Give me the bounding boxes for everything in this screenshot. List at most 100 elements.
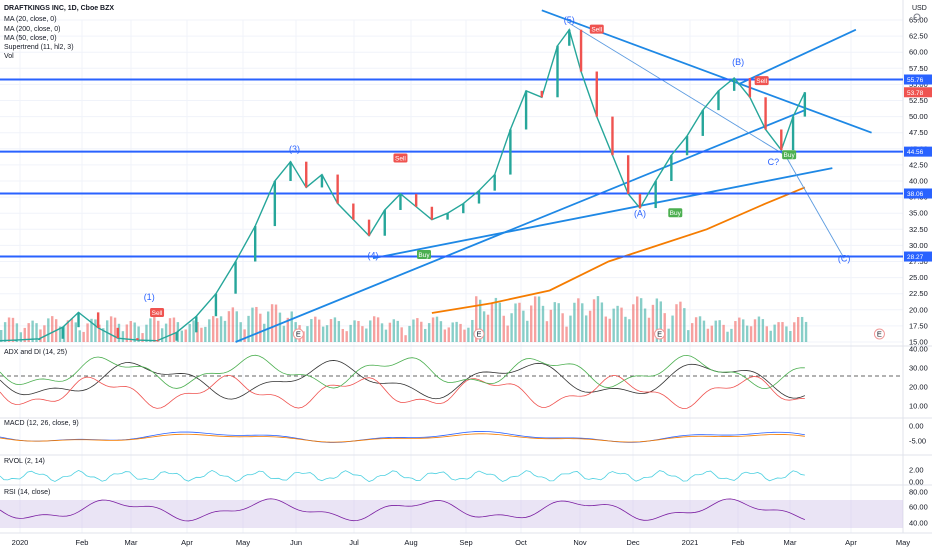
volume-bar	[215, 318, 219, 342]
volume-bar	[577, 298, 580, 342]
rvol-line	[0, 469, 805, 482]
volume-bar	[514, 303, 517, 342]
candle	[654, 181, 657, 209]
price-label-box	[904, 87, 932, 98]
volume-bar	[447, 327, 450, 342]
price-tick-label: 47.50	[909, 128, 928, 137]
volume-bar	[675, 304, 678, 342]
time-tick-label: Aug	[404, 538, 417, 547]
pane-tick-adx: 30.00	[909, 364, 928, 373]
volume-bar	[628, 319, 631, 342]
candle	[253, 226, 257, 262]
volume-bar	[490, 302, 494, 342]
volume-bar	[188, 323, 191, 342]
volume-bar	[522, 310, 525, 342]
candle	[462, 203, 465, 214]
time-tick-label: Sep	[459, 538, 472, 547]
pane-tick-rvol: 2.00	[909, 466, 924, 475]
volume-bar	[412, 319, 415, 342]
candle	[305, 161, 308, 188]
volume-bar	[58, 326, 62, 342]
candle	[524, 90, 528, 130]
trendline	[784, 155, 845, 259]
macd-line	[0, 431, 805, 443]
volume-bar	[164, 323, 168, 342]
volume-bar	[510, 313, 513, 342]
legend-supertrend[interactable]: Supertrend (11, hl2, 3)	[4, 44, 74, 51]
candle	[748, 77, 752, 98]
time-tick-label: Nov	[573, 538, 587, 547]
volume-bar	[427, 323, 431, 342]
time-axis[interactable]: 2020 Feb Mar Apr May Jun Jul Aug Sep Oct Nov Dec 202…	[12, 538, 911, 547]
volume-bar	[569, 315, 572, 342]
time-tick-label: 2021	[682, 538, 699, 547]
volume-bar	[376, 317, 380, 342]
volume-bar	[82, 331, 85, 342]
candle	[383, 209, 386, 236]
signal-line	[0, 433, 805, 443]
volume-bar	[459, 323, 462, 342]
wave-labels: (1) (3) (4) (5) (A) (B) C? (C)	[144, 15, 851, 302]
pane-tick-adx: 10.00	[909, 402, 928, 411]
volume-bar	[451, 322, 454, 342]
time-tick-label: Apr	[181, 538, 193, 547]
price-tick-label: 60.00	[909, 48, 928, 57]
volume-bar	[70, 318, 74, 342]
price-label-box	[904, 74, 932, 85]
legend-ma50[interactable]: MA (50, close, 0)	[4, 35, 57, 42]
volume-bar	[263, 323, 266, 342]
volume-bar	[102, 328, 105, 342]
time-tick-label: Dec	[626, 538, 640, 547]
volume-bar	[290, 311, 293, 342]
price-label-box	[904, 188, 932, 199]
volume-bar	[0, 330, 3, 342]
volume-bar	[74, 322, 77, 342]
volume-bar	[204, 326, 207, 342]
price-label-text: 38.06	[907, 191, 924, 198]
candle	[367, 219, 371, 236]
volume-bar	[698, 316, 702, 342]
volume-bar	[121, 331, 125, 342]
legend-vol[interactable]: Vol	[4, 53, 14, 60]
volume-bar	[212, 316, 215, 342]
volume-bar	[160, 328, 164, 342]
settings-gear-icon[interactable]	[913, 13, 921, 21]
candle	[195, 316, 198, 333]
candle	[803, 92, 807, 117]
volume-bar	[310, 319, 313, 342]
candle	[414, 193, 418, 207]
price-label-box	[904, 251, 932, 262]
volume-bar	[380, 323, 384, 342]
volume-bar	[384, 329, 388, 342]
volume-bar	[584, 315, 588, 342]
legend-ma20[interactable]: MA (20, close, 0)	[4, 16, 57, 23]
volume-bar	[718, 320, 721, 342]
legend-ma200[interactable]: MA (200, close, 0)	[4, 26, 60, 33]
pane-tick-rvol: 0.00	[909, 478, 924, 487]
volume-bar	[553, 302, 556, 342]
volume-bar	[431, 317, 435, 342]
candle	[701, 110, 704, 136]
candle	[14, 340, 17, 342]
volume-bar	[3, 322, 7, 342]
price-tick-label: 40.00	[909, 177, 928, 186]
volume-bar	[282, 325, 286, 342]
candle	[38, 338, 41, 341]
volume-bar	[357, 321, 360, 342]
candle	[399, 193, 402, 210]
volume-bar	[227, 311, 231, 342]
volume-bar	[325, 325, 329, 342]
volume-bar	[663, 313, 666, 342]
volume-bar	[565, 326, 568, 342]
signal-badge	[150, 308, 165, 318]
rsi-band	[0, 500, 903, 528]
volume-bar	[738, 317, 741, 342]
volume-bar	[588, 310, 592, 342]
volume-bar	[471, 319, 474, 342]
candle	[493, 174, 496, 191]
volume-bar	[604, 316, 608, 342]
candle	[732, 77, 736, 91]
price-label-box	[904, 146, 932, 157]
volume-bar	[7, 317, 11, 342]
